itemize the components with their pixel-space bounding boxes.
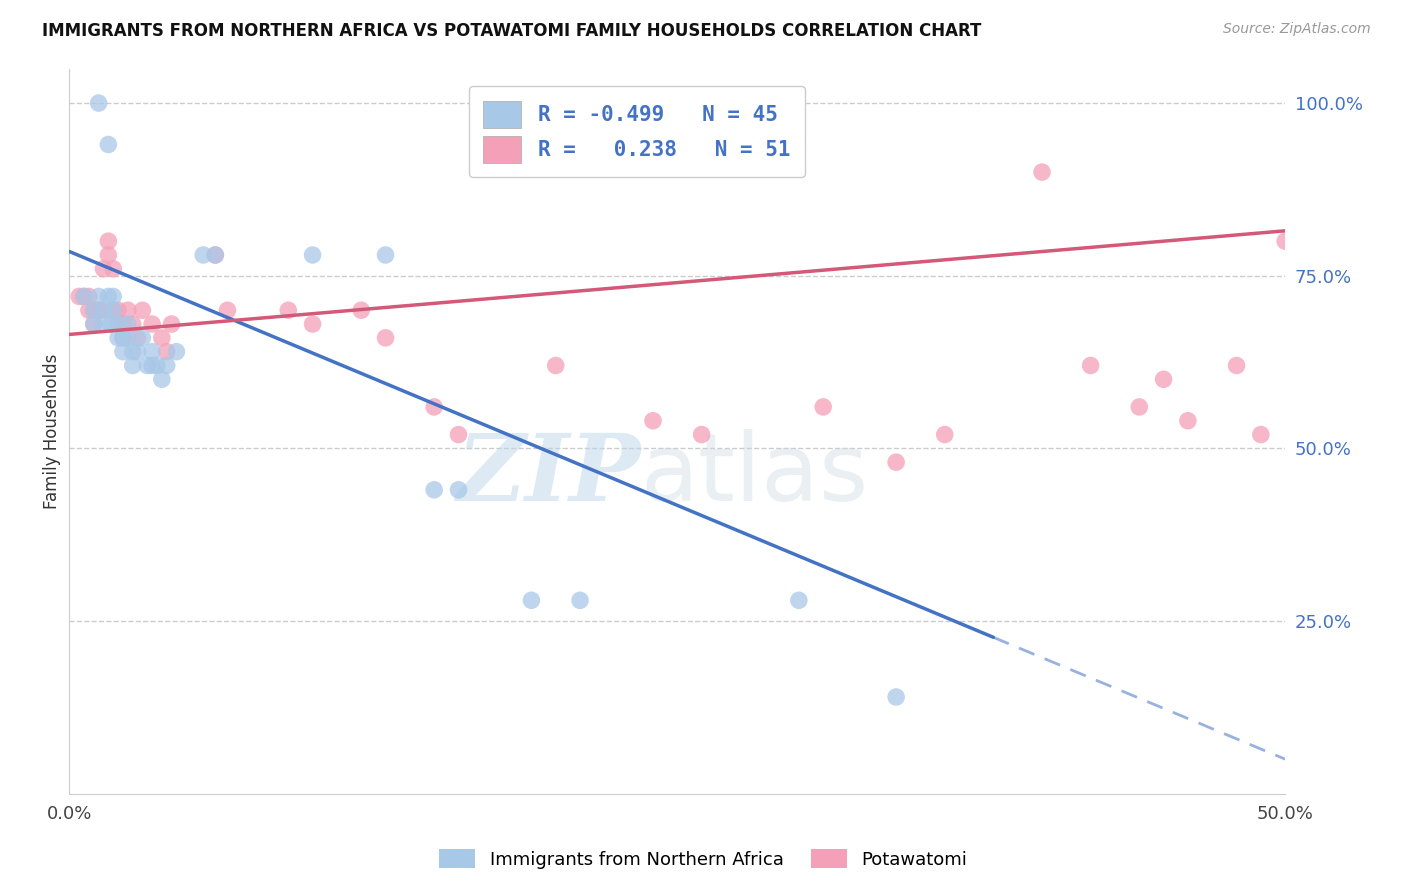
Point bbox=[127, 331, 149, 345]
Point bbox=[1031, 165, 1053, 179]
Point bbox=[121, 317, 143, 331]
Point bbox=[690, 427, 713, 442]
Point bbox=[77, 303, 100, 318]
Point bbox=[374, 248, 396, 262]
Point bbox=[93, 317, 115, 331]
Point bbox=[884, 455, 907, 469]
Point bbox=[350, 303, 373, 318]
Point bbox=[1080, 359, 1102, 373]
Point bbox=[117, 317, 139, 331]
Point bbox=[111, 331, 134, 345]
Point bbox=[107, 303, 129, 318]
Point bbox=[811, 400, 834, 414]
Point bbox=[83, 303, 105, 318]
Point bbox=[93, 303, 115, 318]
Text: ZIP: ZIP bbox=[457, 430, 641, 520]
Point bbox=[423, 483, 446, 497]
Point bbox=[117, 331, 139, 345]
Point bbox=[1177, 414, 1199, 428]
Point bbox=[423, 400, 446, 414]
Point bbox=[447, 483, 470, 497]
Point bbox=[131, 303, 153, 318]
Point bbox=[1128, 400, 1150, 414]
Point bbox=[67, 289, 90, 303]
Point bbox=[93, 261, 115, 276]
Point bbox=[277, 303, 299, 318]
Legend: Immigrants from Northern Africa, Potawatomi: Immigrants from Northern Africa, Potawat… bbox=[433, 844, 973, 874]
Point bbox=[111, 331, 134, 345]
Point bbox=[111, 317, 134, 331]
Point bbox=[103, 289, 125, 303]
Point bbox=[301, 317, 323, 331]
Point bbox=[97, 137, 120, 152]
Point bbox=[103, 303, 125, 318]
Point bbox=[156, 359, 179, 373]
Point bbox=[97, 234, 120, 248]
Point bbox=[107, 331, 129, 345]
Point bbox=[131, 331, 153, 345]
Point bbox=[97, 289, 120, 303]
Point bbox=[165, 344, 187, 359]
Point bbox=[569, 593, 592, 607]
Point bbox=[83, 317, 105, 331]
Point bbox=[641, 414, 664, 428]
Point bbox=[787, 593, 810, 607]
Point bbox=[103, 303, 125, 318]
Point bbox=[374, 331, 396, 345]
Point bbox=[127, 344, 149, 359]
Point bbox=[73, 289, 96, 303]
Point bbox=[87, 303, 110, 318]
Point bbox=[141, 344, 163, 359]
Point bbox=[544, 359, 567, 373]
Point bbox=[1153, 372, 1175, 386]
Point bbox=[83, 317, 105, 331]
Point bbox=[141, 359, 163, 373]
Point bbox=[204, 248, 226, 262]
Point bbox=[447, 427, 470, 442]
Y-axis label: Family Households: Family Households bbox=[44, 353, 60, 508]
Point bbox=[83, 303, 105, 318]
Point bbox=[884, 690, 907, 704]
Point bbox=[100, 317, 122, 331]
Point bbox=[156, 344, 179, 359]
Point bbox=[193, 248, 215, 262]
Point bbox=[204, 248, 226, 262]
Point bbox=[150, 372, 173, 386]
Point bbox=[141, 317, 163, 331]
Point bbox=[1250, 427, 1272, 442]
Point bbox=[77, 289, 100, 303]
Point bbox=[217, 303, 239, 318]
Point bbox=[301, 248, 323, 262]
Point bbox=[87, 303, 110, 318]
Point bbox=[136, 359, 159, 373]
Point bbox=[146, 359, 169, 373]
Point bbox=[934, 427, 956, 442]
Point bbox=[160, 317, 183, 331]
Point bbox=[107, 317, 129, 331]
Point bbox=[117, 303, 139, 318]
Point bbox=[87, 289, 110, 303]
Point bbox=[121, 344, 143, 359]
Point bbox=[520, 593, 543, 607]
Point bbox=[87, 96, 110, 111]
Legend: R = -0.499   N = 45, R =   0.238   N = 51: R = -0.499 N = 45, R = 0.238 N = 51 bbox=[468, 87, 804, 178]
Point bbox=[97, 248, 120, 262]
Point bbox=[73, 289, 96, 303]
Text: Source: ZipAtlas.com: Source: ZipAtlas.com bbox=[1223, 22, 1371, 37]
Text: IMMIGRANTS FROM NORTHERN AFRICA VS POTAWATOMI FAMILY HOUSEHOLDS CORRELATION CHAR: IMMIGRANTS FROM NORTHERN AFRICA VS POTAW… bbox=[42, 22, 981, 40]
Point bbox=[1225, 359, 1247, 373]
Point bbox=[121, 359, 143, 373]
Point bbox=[103, 261, 125, 276]
Point bbox=[111, 344, 134, 359]
Point bbox=[150, 331, 173, 345]
Text: atlas: atlas bbox=[641, 429, 869, 521]
Point bbox=[1274, 234, 1296, 248]
Point bbox=[107, 317, 129, 331]
